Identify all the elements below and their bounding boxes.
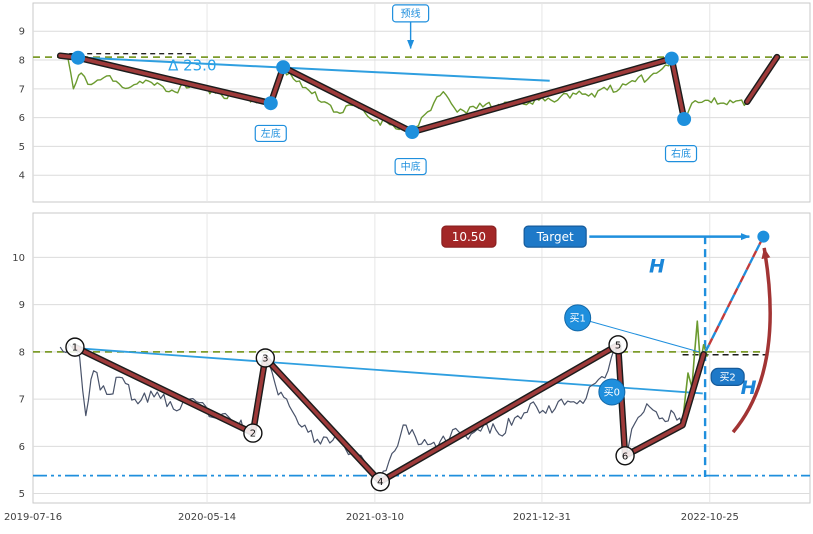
y-tick-label: 10 <box>12 253 25 264</box>
buy0-marker <box>598 378 626 406</box>
pivot-dot <box>664 51 679 66</box>
buy1-marker-text: 买1 <box>569 312 585 324</box>
y-tick-label: 8 <box>19 56 25 67</box>
neckline-label-text: 预线 <box>401 7 421 20</box>
x-tick-label: 2020-05-14 <box>178 512 236 523</box>
bottom-chart-panel: 5 6 7 8 9 10 2019-07-16 2020-05-14 2021-03-10 202… <box>4 212 811 523</box>
y-tick-label: 6 <box>19 113 25 124</box>
y-tick-label: 7 <box>19 395 25 406</box>
pivot-dot <box>276 60 291 75</box>
y-tick-label: 5 <box>19 142 25 153</box>
y-tick-label: 7 <box>19 84 25 95</box>
pivot-number-circle <box>65 337 85 357</box>
pivot-number-circle <box>370 472 391 492</box>
zigzag-line <box>745 55 779 104</box>
pivot-number: 4 <box>377 477 383 488</box>
right-bottom-label-box <box>664 145 698 163</box>
height-lower-label: H <box>741 377 757 399</box>
pivot-dot <box>405 125 420 140</box>
y-tick-label: 9 <box>19 27 25 38</box>
pivot-number: 5 <box>615 340 621 351</box>
pivot-number-circle <box>608 335 628 355</box>
pivot-number-circle <box>255 348 276 368</box>
x-tick-label: 2021-03-10 <box>346 512 404 523</box>
middle-bottom-label-text: 中底 <box>401 160 421 173</box>
pivot-dot <box>263 96 278 111</box>
target-price-label-text: 10.50 <box>452 230 486 244</box>
pivot-number: 2 <box>250 429 256 440</box>
x-tick-label: 2021-12-31 <box>513 512 571 523</box>
delta-label: Δ 23.0 <box>168 56 216 74</box>
zigzag-line <box>73 343 706 484</box>
buy1-marker-pointer <box>577 317 700 353</box>
target-label-text: Target <box>536 230 574 244</box>
forecast-line-red <box>704 236 765 352</box>
pivot-number-circle <box>243 423 263 443</box>
pivot-number: 6 <box>622 451 628 462</box>
x-tick-label: 2022-10-25 <box>681 512 739 523</box>
pivot-number-circle <box>615 446 635 466</box>
right-bottom-label-text: 右底 <box>671 147 691 160</box>
middle-bottom-label-box <box>394 157 427 176</box>
target-label-box <box>523 225 587 248</box>
tops-trendline <box>60 55 550 82</box>
height-upper-label: H <box>649 256 665 278</box>
buy1-marker <box>564 304 592 332</box>
target-point <box>757 230 770 243</box>
neckline-label-box <box>392 4 430 23</box>
buy0-marker-text: 买0 <box>604 387 620 399</box>
buy2-marker-box <box>710 367 745 386</box>
y-tick-label: 5 <box>19 489 25 500</box>
buy2-marker-text: 买2 <box>719 371 735 383</box>
pivot-dot <box>71 50 86 65</box>
pivot-number: 1 <box>72 343 78 354</box>
y-tick-label: 9 <box>19 300 25 311</box>
price-recent-green-series <box>681 320 709 423</box>
y-tick-label: 8 <box>19 347 25 358</box>
left-bottom-label-text: 左底 <box>261 127 281 140</box>
projection-arrow <box>731 247 772 434</box>
y-tick-label: 6 <box>19 442 25 453</box>
left-bottom-label-box <box>254 124 287 143</box>
pivot-dot <box>677 112 692 127</box>
x-tick-label: 2019-07-16 <box>4 512 62 523</box>
pivot-number: 3 <box>262 354 268 365</box>
down-trendline <box>74 347 703 395</box>
y-tick-label: 4 <box>19 171 25 182</box>
target-price-label-box <box>441 225 497 248</box>
